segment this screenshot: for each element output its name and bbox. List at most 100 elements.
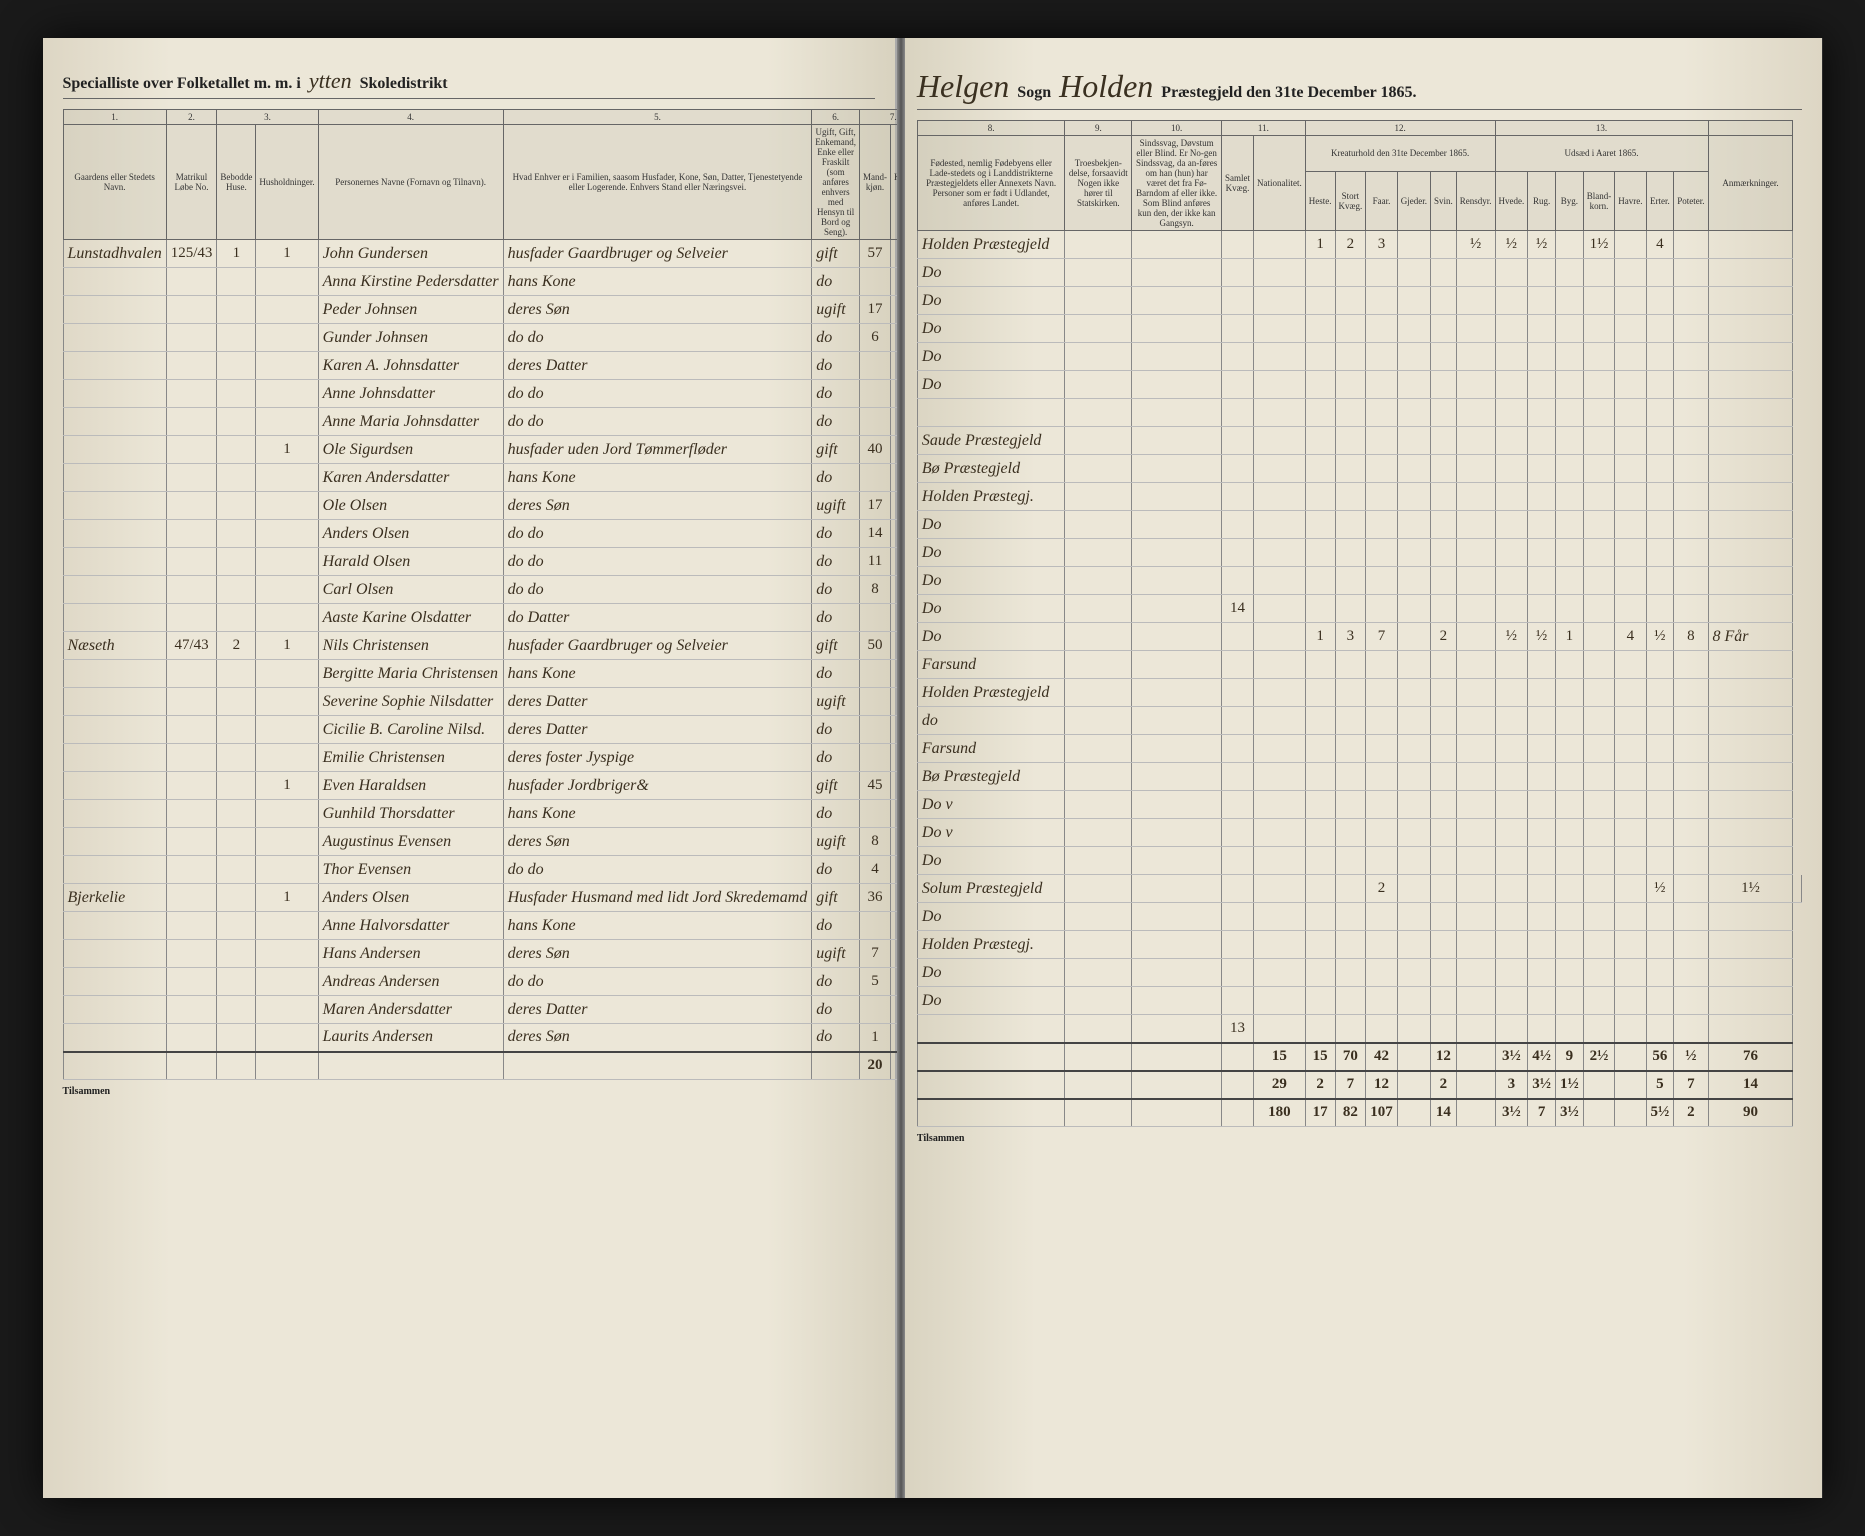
- cell: 125/43: [166, 240, 217, 268]
- cell: [217, 744, 256, 772]
- cell: Carl Olsen: [318, 576, 503, 604]
- cell: [166, 884, 217, 912]
- cell: [256, 800, 318, 828]
- c12-sub: Stort Kvæg.: [1335, 171, 1366, 230]
- cell: ugift: [812, 296, 860, 324]
- cell: 7: [860, 940, 891, 968]
- h-name: Personernes Navne (Fornavn og Tilnavn).: [318, 125, 503, 240]
- cell: [217, 660, 256, 688]
- c13-sub: Bland-korn.: [1583, 171, 1615, 230]
- cell: [217, 464, 256, 492]
- table-row: Thor Evensendo dodo4: [63, 856, 927, 884]
- cell: [256, 1024, 318, 1052]
- cell: [166, 436, 217, 464]
- cell: 5: [860, 968, 891, 996]
- cell: 1: [256, 436, 318, 464]
- c12-sub: Svin.: [1431, 171, 1457, 230]
- cell: [256, 464, 318, 492]
- cell: do: [812, 352, 860, 380]
- sogn-name: Helgen: [917, 68, 1009, 105]
- col-9: 9.: [1065, 121, 1132, 136]
- cell: [860, 408, 891, 436]
- cell: [63, 520, 166, 548]
- cell: do: [812, 548, 860, 576]
- cell: Harald Olsen: [318, 548, 503, 576]
- cell: deres Datter: [503, 996, 812, 1024]
- col-subtitle-row: Fødested, nemlig Fødebyens eller Lade-st…: [917, 136, 1802, 172]
- table-row: Anna Kirstine Pedersdatterhans Konedo40: [63, 268, 927, 296]
- h-c11a: Samlet Kvæg.: [1222, 136, 1254, 231]
- table-row: Hans Andersenderes Sønugift7: [63, 940, 927, 968]
- h-lnr: Matrikul Løbe No.: [166, 125, 217, 240]
- col-2: 2.: [166, 110, 217, 125]
- table-row: Bergitte Maria Christensenhans Konedo54: [63, 660, 927, 688]
- table-row: Do: [917, 567, 1802, 595]
- cell: husfader Gaardbruger og Selveier: [503, 632, 812, 660]
- table-row: Do v: [917, 819, 1802, 847]
- table-row: Do: [917, 987, 1802, 1015]
- cell: [166, 324, 217, 352]
- cell: 11: [860, 548, 891, 576]
- col-1: 1.: [63, 110, 166, 125]
- cell: Even Haraldsen: [318, 772, 503, 800]
- cell: 1: [256, 884, 318, 912]
- cell: [166, 380, 217, 408]
- cell: Bergitte Maria Christensen: [318, 660, 503, 688]
- table-row: 13: [917, 1015, 1802, 1043]
- h-birth: Fødested, nemlig Fødebyens eller Lade-st…: [917, 136, 1064, 231]
- cell: [166, 940, 217, 968]
- cell: [256, 492, 318, 520]
- cell: [860, 996, 891, 1024]
- cell: [166, 268, 217, 296]
- cell: [63, 464, 166, 492]
- cell: [256, 604, 318, 632]
- table-row: Karen A. Johnsdatterderes Datterdo20: [63, 352, 927, 380]
- cell: [860, 912, 891, 940]
- cell: hans Kone: [503, 912, 812, 940]
- cell: [217, 352, 256, 380]
- cell: 1: [256, 240, 318, 268]
- right-page: Helgen Sogn Holden Præstegjeld den 31te …: [897, 38, 1823, 1498]
- cell: Karen A. Johnsdatter: [318, 352, 503, 380]
- cell: [256, 380, 318, 408]
- totals-row: 2052: [63, 1052, 927, 1080]
- cell: 1: [860, 1024, 891, 1052]
- table-row: Anne Maria Johnsdatterdo dodo9: [63, 408, 927, 436]
- table-row: Holden Præstegj.: [917, 931, 1802, 959]
- cell: do: [812, 576, 860, 604]
- cell: ugift: [812, 492, 860, 520]
- col-3: 3.: [217, 110, 318, 125]
- cell: do: [812, 408, 860, 436]
- cell: 57: [860, 240, 891, 268]
- cell: deres Datter: [503, 688, 812, 716]
- table-row: Farsund: [917, 651, 1802, 679]
- table-row: Lunstadhvalen125/4311John Gundersenhusfa…: [63, 240, 927, 268]
- cell: Lunstadhvalen: [63, 240, 166, 268]
- cell: John Gundersen: [318, 240, 503, 268]
- census-ledger-book: Specialliste over Folketallet m. m. i yt…: [43, 38, 1823, 1498]
- cell: [217, 548, 256, 576]
- cell: [63, 996, 166, 1024]
- cell: do: [812, 912, 860, 940]
- table-row: 1Ole Sigurdsenhusfader uden Jord Tømmerf…: [63, 436, 927, 464]
- cell: [166, 828, 217, 856]
- cell: [63, 912, 166, 940]
- cell: [256, 660, 318, 688]
- table-row: Ole Olsenderes Sønugift17: [63, 492, 927, 520]
- col-4: 4.: [318, 110, 503, 125]
- table-row: Do v: [917, 791, 1802, 819]
- cell: ugift: [812, 940, 860, 968]
- cell: [166, 968, 217, 996]
- h-place: Gaardens eller Stedets Navn.: [63, 125, 166, 240]
- cell: [166, 716, 217, 744]
- cell: [63, 408, 166, 436]
- c13-sub: Byg.: [1556, 171, 1584, 230]
- cell: [256, 548, 318, 576]
- totals-row: 15157042123½4½92½56½76: [917, 1043, 1802, 1071]
- cell: [63, 268, 166, 296]
- cell: [166, 912, 217, 940]
- table-row: Anders Olsendo dodo14: [63, 520, 927, 548]
- cell: [63, 800, 166, 828]
- cell: [166, 772, 217, 800]
- col-number-row-r: 8. 9. 10. 11. 12. 13.: [917, 121, 1802, 136]
